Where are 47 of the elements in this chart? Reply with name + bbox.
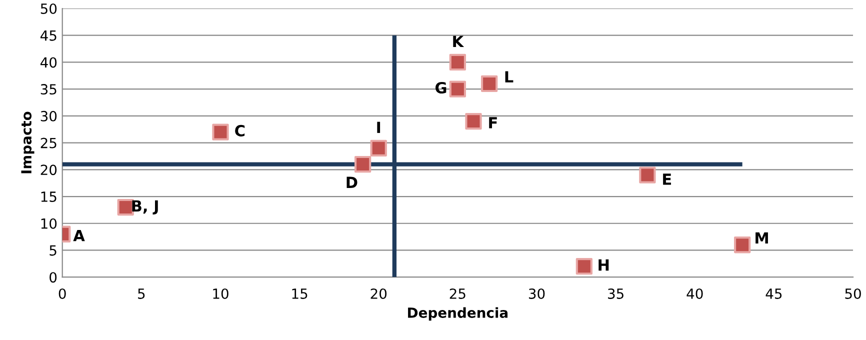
point <box>117 198 134 216</box>
annotation: M <box>756 232 768 244</box>
y-tick-label: 45 <box>40 30 56 41</box>
point <box>639 166 656 184</box>
x-tick-label: 0 <box>58 288 66 299</box>
y-tick-label: 30 <box>40 110 57 122</box>
annotation: H <box>598 259 609 271</box>
annotation: D <box>346 176 358 188</box>
point <box>480 75 498 92</box>
point <box>449 80 466 98</box>
annotation: I <box>377 122 380 133</box>
point <box>734 236 751 254</box>
x-tick-label: 20 <box>370 288 387 299</box>
point <box>576 258 593 275</box>
x-tick-label: 10 <box>213 288 228 299</box>
annotation: A <box>73 230 85 242</box>
x-tick-label: 40 <box>686 288 703 299</box>
x-tick-label: 50 <box>845 288 861 299</box>
y-tick-label: 50 <box>40 3 57 14</box>
annotation: G <box>436 82 446 94</box>
x-tick-label: 5 <box>138 288 145 299</box>
point <box>354 156 372 173</box>
y-tick-label: 25 <box>40 138 56 148</box>
annotation: E <box>663 174 671 185</box>
x-tick-label: 35 <box>608 288 624 299</box>
y-tick-label: 5 <box>50 245 56 256</box>
point <box>212 124 229 140</box>
x-tick-label: 30 <box>528 288 545 299</box>
point <box>449 54 466 71</box>
y-tick-label: 35 <box>40 84 56 95</box>
y-tick-label: 15 <box>41 192 56 202</box>
x-axis-title: Dependencia <box>408 307 508 321</box>
point <box>465 112 482 130</box>
annotation: F <box>489 117 497 128</box>
annotation: B, J <box>132 200 158 215</box>
annotation: K <box>453 36 464 47</box>
y-axis-title: Impacto <box>21 112 34 174</box>
y-tick-label: 20 <box>40 164 57 176</box>
y-tick-label: 10 <box>41 218 57 229</box>
annotation: L <box>505 71 514 82</box>
y-tick-label: 40 <box>40 57 57 68</box>
point <box>370 140 387 156</box>
y-tick-label: 0 <box>50 272 57 283</box>
x-tick-label: 45 <box>766 288 782 299</box>
x-tick-label: 25 <box>450 288 466 299</box>
x-tick-label: 15 <box>292 288 308 299</box>
annotation: C <box>235 124 245 136</box>
